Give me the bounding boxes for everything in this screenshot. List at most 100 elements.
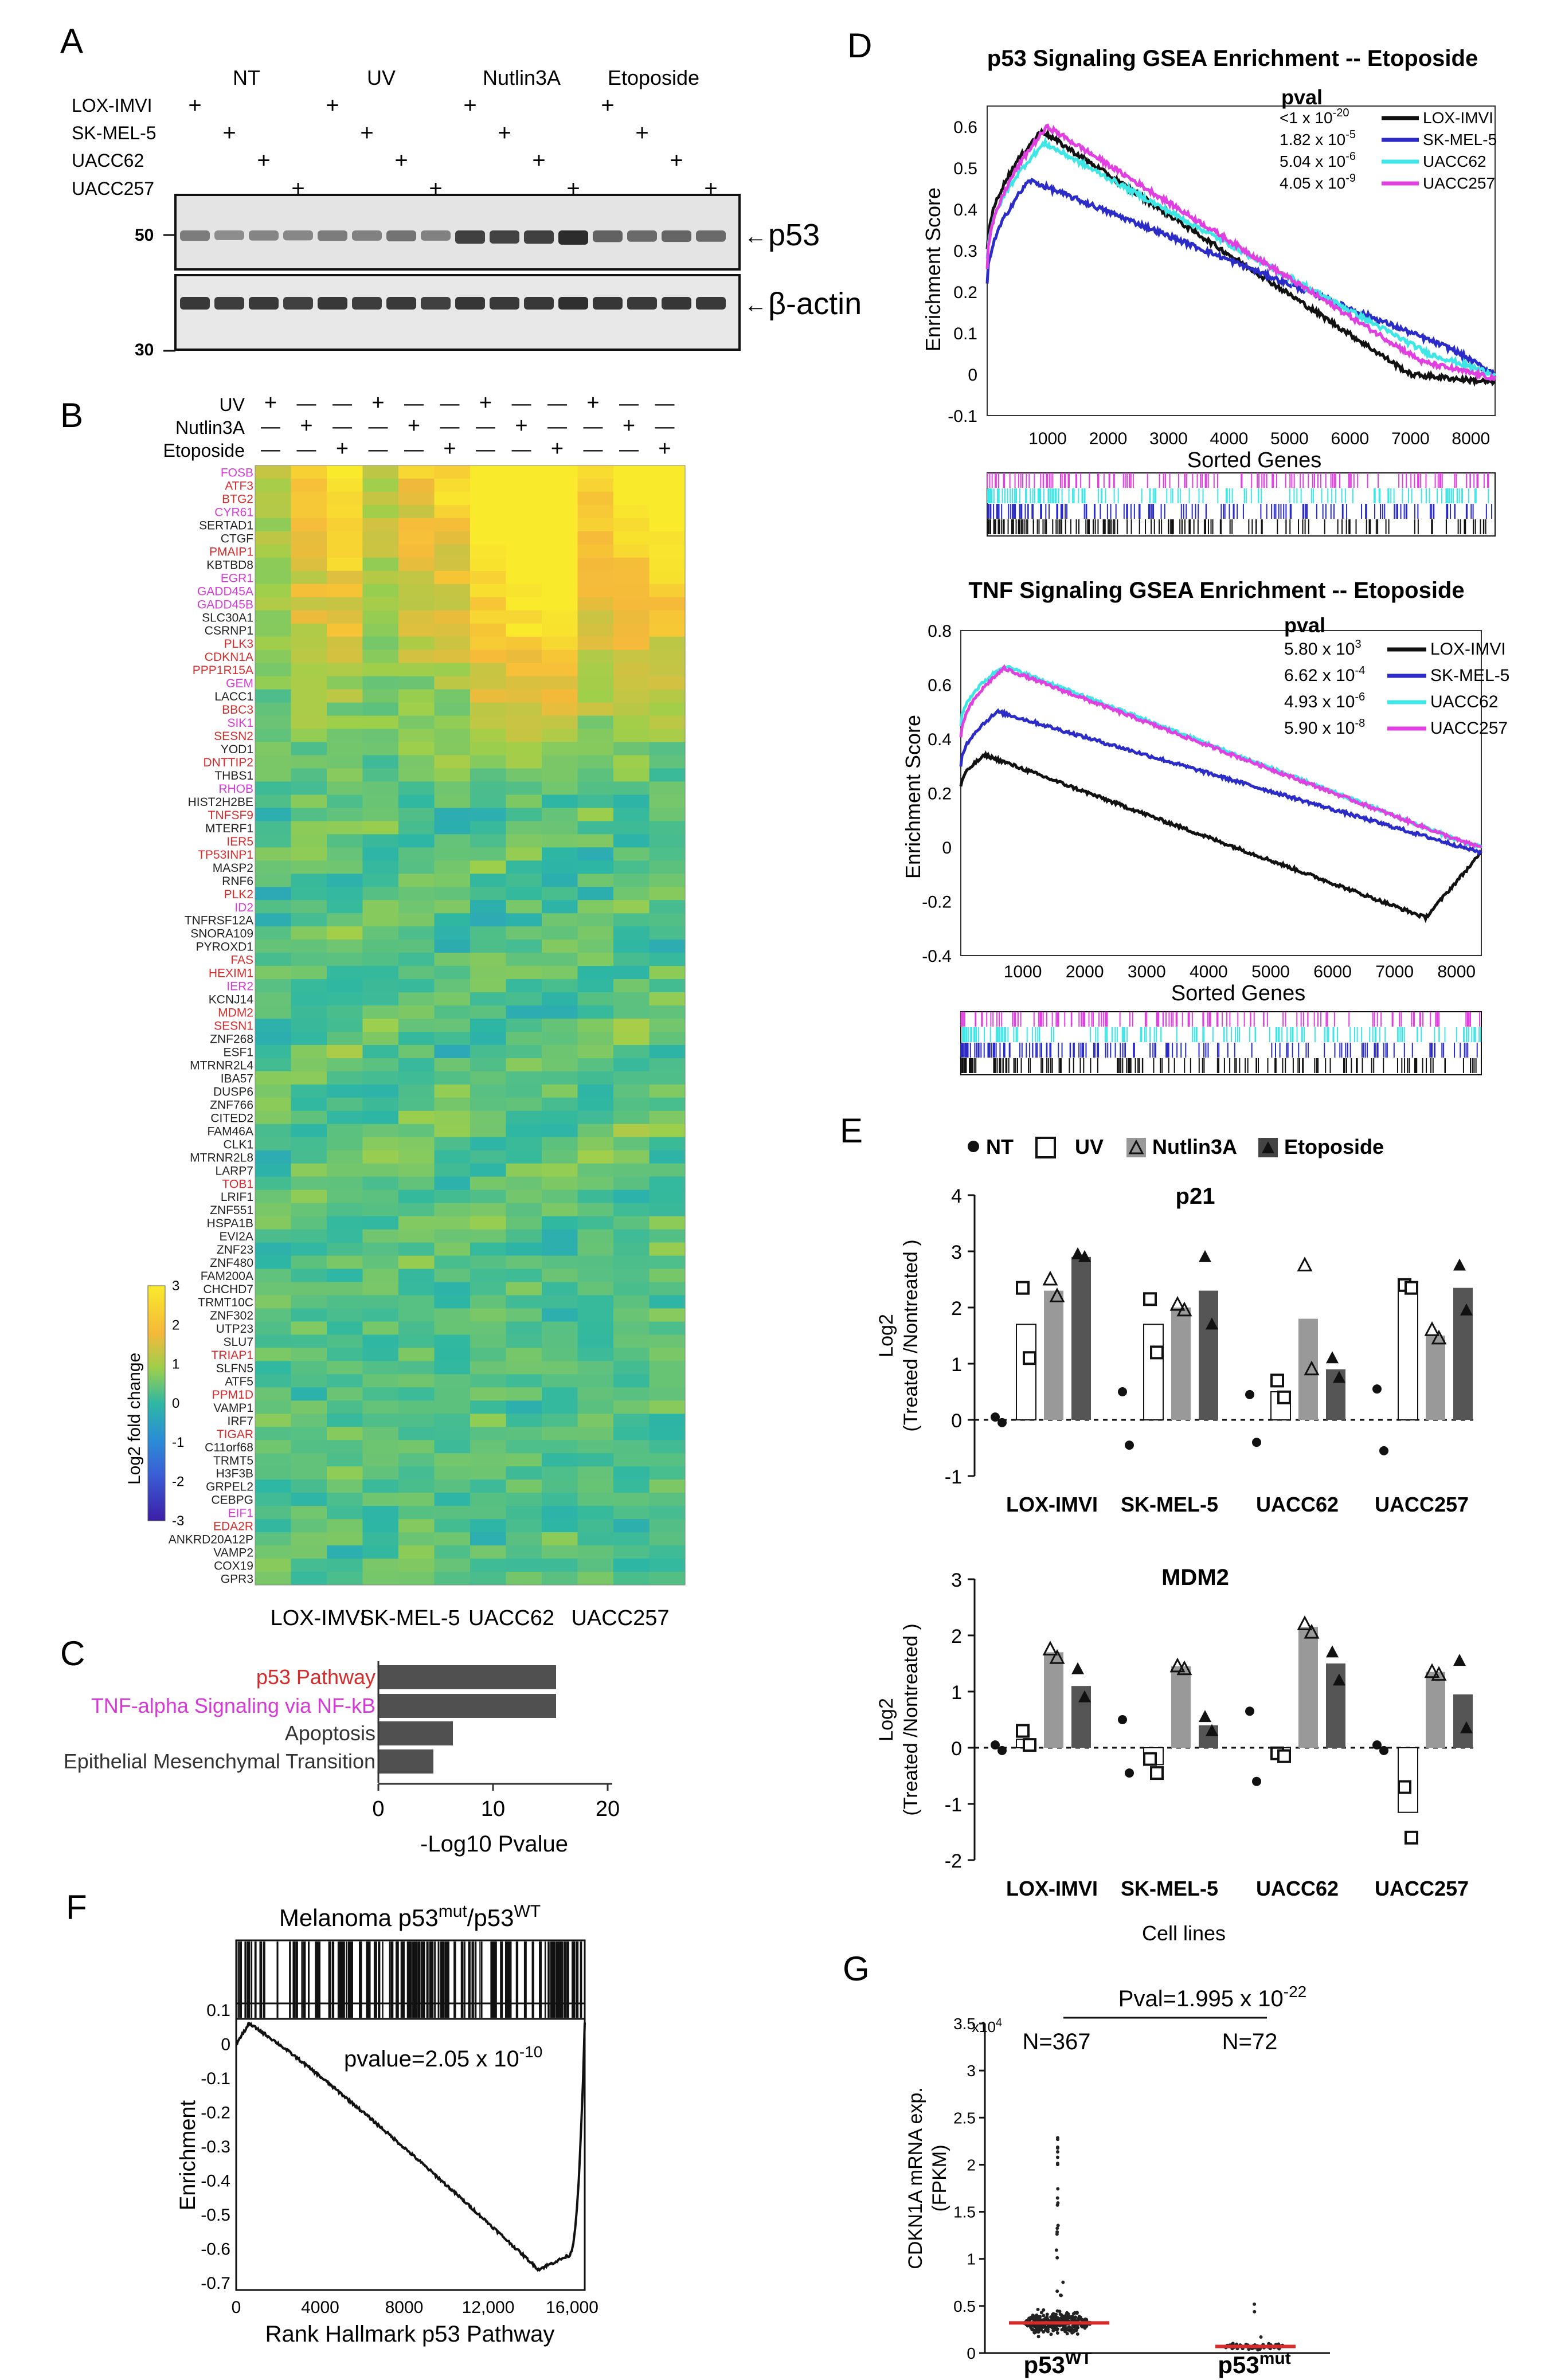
heatmap-cell: [362, 715, 399, 730]
pathway-label: p53 Pathway: [256, 1665, 375, 1689]
enrichment-bar: [378, 1749, 433, 1774]
heatmap-cell: [470, 1137, 507, 1151]
heatmap-cell: [255, 597, 292, 611]
e-bar: [1171, 1308, 1191, 1420]
heatmap-cell: [649, 1506, 686, 1520]
d2-ytick: 0.4: [928, 730, 952, 749]
heatmap-cell: [327, 478, 363, 492]
heatmap-cell: [327, 1084, 363, 1098]
heatmap-cell: [398, 755, 435, 769]
heatmap-cell: [291, 1414, 327, 1427]
g-ytick: 0.5: [953, 2297, 976, 2315]
heatmap-cell: [506, 1545, 542, 1559]
heatmap-cell: [327, 900, 363, 914]
pathway-label: TNF-alpha Signaling via NF-kB: [91, 1694, 375, 1717]
heatmap-cell: [470, 755, 507, 769]
enrichment-curve: [985, 123, 1497, 382]
colorbar-tick: 1: [172, 1357, 179, 1372]
heatmap-cell: [613, 1229, 650, 1243]
gene-label: PPP1R15A: [193, 664, 253, 677]
heatmap-cell: [542, 557, 578, 571]
gene-label: C11orf68: [205, 1441, 253, 1454]
treatment-sign: —: [440, 393, 460, 414]
heatmap-cell: [291, 715, 327, 730]
heatmap-cell: [255, 1427, 292, 1440]
heatmap-cell: [398, 1137, 435, 1151]
heatmap-cell: [542, 1572, 578, 1586]
heatmap-cell: [542, 491, 578, 506]
heatmap-cell: [255, 1203, 292, 1217]
heatmap-cell: [613, 1348, 650, 1361]
heatmap-cell: [649, 1189, 686, 1204]
heatmap-cell: [434, 1427, 471, 1440]
d2-title: TNF Signaling GSEA Enrichment -- Etoposi…: [968, 578, 1464, 603]
d2-legend-pval: 4.93 x 10-6: [1284, 691, 1365, 711]
heatmap-cell: [398, 1572, 435, 1586]
gene-label: PLK2: [224, 888, 253, 901]
heatmap-cell: [613, 900, 650, 914]
heatmap-cell: [327, 702, 363, 717]
heatmap-cell: [434, 1400, 471, 1414]
heatmap-cell: [470, 689, 507, 703]
e-point-nt: [1118, 1715, 1127, 1724]
heatmap-cell: [434, 1479, 471, 1493]
gene-label: FAS: [230, 954, 253, 967]
heatmap-cell: [398, 1058, 435, 1072]
heatmap-cell: [577, 1269, 614, 1283]
gene-label: HSPA1B: [207, 1217, 253, 1230]
heatmap-cell: [506, 1163, 542, 1177]
actin-band: [524, 297, 554, 310]
heatmap-cell: [291, 702, 327, 717]
heatmap-cell: [327, 504, 363, 519]
heatmap-cell: [577, 1295, 614, 1309]
colorbar-tick: -1: [172, 1435, 184, 1450]
heatmap-cell: [255, 1084, 292, 1098]
heatmap-cell: [613, 1176, 650, 1191]
heatmap-cell: [506, 610, 542, 624]
heatmap-cell: [327, 1361, 363, 1375]
e-point-nt: [1372, 1384, 1382, 1394]
e-point-nt: [1118, 1387, 1127, 1396]
heatmap-cell: [291, 979, 327, 993]
legend-label: NT: [986, 1135, 1014, 1158]
heatmap-cell: [470, 676, 507, 690]
heatmap-cell: [362, 1203, 399, 1217]
heatmap-cell: [577, 1440, 614, 1454]
heatmap-cell: [434, 557, 471, 571]
heatmap-cell: [255, 1440, 292, 1454]
heatmap-cell: [506, 1295, 542, 1309]
heatmap-cell: [398, 1031, 435, 1046]
f-xlabel: Rank Hallmark p53 Pathway: [265, 2322, 555, 2347]
heatmap-cell: [506, 860, 542, 874]
heatmap-cell: [398, 1005, 435, 1019]
heatmap-cell: [327, 597, 363, 611]
heatmap-cell: [506, 913, 542, 927]
panel-letter-d: D: [847, 26, 872, 65]
heatmap-cell: [542, 1269, 578, 1283]
heatmap-cell: [327, 518, 363, 532]
heatmap-cell: [398, 1150, 435, 1164]
heatmap-cell: [434, 649, 471, 664]
d1-legend-pval: 5.04 x 10-6: [1280, 150, 1356, 170]
heatmap-cell: [542, 966, 578, 980]
heatmap-cell: [434, 1387, 471, 1401]
heatmap-cell: [291, 1334, 327, 1349]
gene-label: HEXIM1: [209, 967, 253, 980]
actin-band: [455, 297, 485, 310]
heatmap-cell: [470, 1532, 507, 1546]
heatmap-cell: [577, 689, 614, 703]
heatmap-cell: [291, 808, 327, 821]
e-bar: [1453, 1287, 1473, 1420]
heatmap-cell: [434, 1163, 471, 1177]
e-point-etoposide: [1333, 1371, 1345, 1383]
heatmap-cell: [434, 1058, 471, 1072]
heatmap-cell: [542, 478, 578, 492]
heatmap-cell: [327, 940, 363, 953]
heatmap-cell: [542, 1255, 578, 1270]
g-point: [1058, 2309, 1062, 2314]
g-n-wt: N=367: [1023, 2029, 1091, 2054]
heatmap-cell: [362, 821, 399, 835]
heatmap-cell: [255, 1519, 292, 1533]
heatmap-cell: [398, 1124, 435, 1138]
heatmap-cell: [613, 794, 650, 808]
